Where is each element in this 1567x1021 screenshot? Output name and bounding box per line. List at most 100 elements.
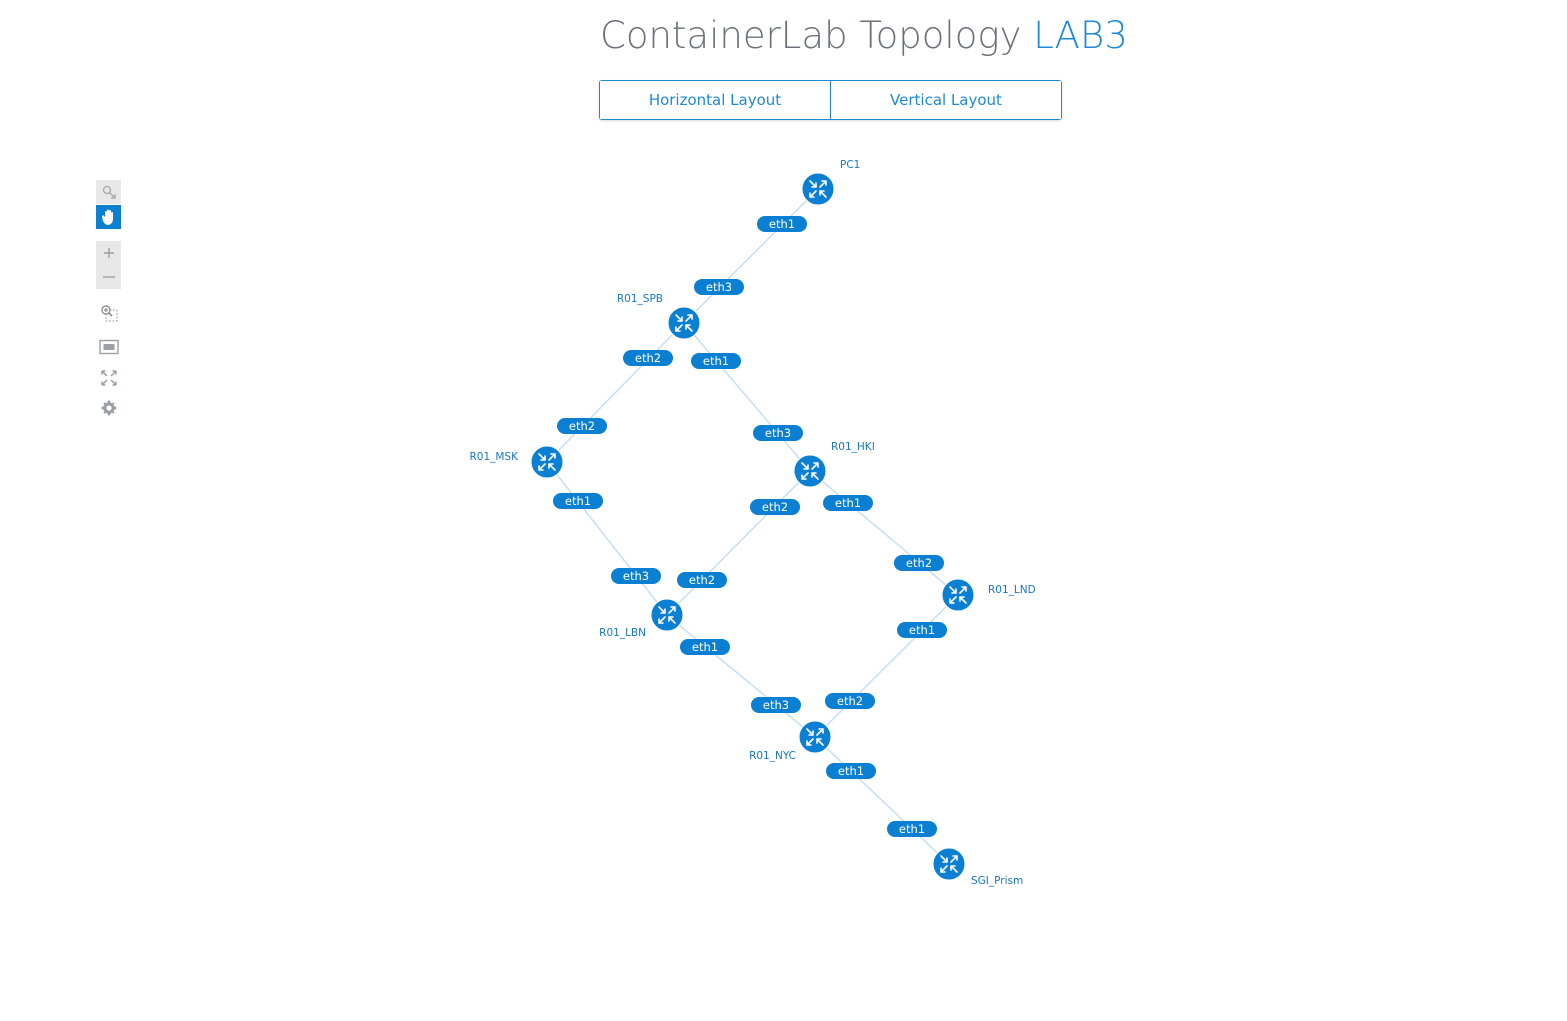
link-r01_lbn-r01_nyc[interactable]: [666, 614, 816, 738]
interface-label-text: eth1: [703, 354, 729, 368]
router-node-circle[interactable]: [667, 306, 701, 340]
interface-label-text: eth1: [909, 623, 935, 637]
node-label-r01_hki: R01_HKI: [831, 441, 875, 453]
interface-label-pill: [757, 216, 807, 232]
interface-label-text: eth1: [835, 496, 861, 510]
interface-label-r01_lbn-eth2: eth2: [677, 572, 727, 588]
interface-label-r01_nyc-eth1: eth1: [826, 763, 876, 779]
link-r01_spb-r01_msk[interactable]: [546, 322, 685, 463]
interface-label-r01_nyc-eth3: eth3: [751, 697, 801, 713]
interface-label-r01_spb-eth3: eth3: [694, 279, 744, 295]
interface-label-pill: [825, 693, 875, 709]
router-node-circle[interactable]: [801, 172, 835, 206]
router-node-circle[interactable]: [793, 454, 827, 488]
router-node-circle[interactable]: [798, 720, 832, 754]
node-label-sgi_prism: SGI_Prism: [971, 875, 1023, 887]
router-node-circle[interactable]: [650, 598, 684, 632]
node-label-r01_lnd: R01_LND: [988, 584, 1036, 596]
interface-label-text: eth2: [762, 500, 788, 514]
node-sgi_prism[interactable]: [932, 847, 966, 881]
fullscreen-icon[interactable]: [96, 366, 121, 390]
interface-label-pill: [623, 350, 673, 366]
interface-label-text: eth3: [763, 698, 789, 712]
interface-label-r01_msk-eth1: eth1: [553, 493, 603, 509]
interface-label-pill: [694, 279, 744, 295]
interface-label-pc1-eth1: eth1: [757, 216, 807, 232]
interface-label-r01_hki-eth2: eth2: [750, 499, 800, 515]
interface-label-text: eth2: [837, 694, 863, 708]
interface-label-pill: [826, 763, 876, 779]
interface-label-sgi_prism-eth1: eth1: [887, 821, 937, 837]
interface-label-r01_spb-eth1: eth1: [691, 353, 741, 369]
interface-label-pill: [750, 499, 800, 515]
interface-label-r01_lnd-eth2: eth2: [894, 555, 944, 571]
router-icon: [809, 180, 827, 198]
interface-label-text: eth2: [689, 573, 715, 587]
router-node-circle[interactable]: [530, 445, 564, 479]
interface-label-r01_hki-eth3: eth3: [753, 425, 803, 441]
interface-label-pill: [823, 495, 873, 511]
router-node-circle[interactable]: [932, 847, 966, 881]
interface-label-text: eth2: [906, 556, 932, 570]
zoom-to-selection-icon[interactable]: [96, 301, 121, 325]
node-pc1[interactable]: [801, 172, 835, 206]
router-icon: [538, 453, 556, 471]
links-layer: [546, 188, 959, 865]
link-r01_hki-r01_lbn[interactable]: [666, 470, 811, 616]
link-r01_hki-r01_lnd[interactable]: [809, 470, 959, 596]
zoom-in-icon[interactable]: [96, 241, 121, 265]
node-r01_lnd[interactable]: [941, 578, 975, 612]
link-pc1-r01_spb[interactable]: [683, 188, 819, 324]
node-label-r01_msk: R01_MSK: [469, 451, 519, 463]
node-r01_hki[interactable]: [793, 454, 827, 488]
interface-label-pill: [611, 568, 661, 584]
router-icon: [940, 855, 958, 873]
interface-label-text: eth3: [706, 280, 732, 294]
horizontal-layout-button[interactable]: Horizontal Layout: [600, 81, 830, 119]
interface-label-r01_nyc-eth2: eth2: [825, 693, 875, 709]
node-r01_lbn[interactable]: [650, 598, 684, 632]
link-r01_nyc-sgi_prism[interactable]: [814, 736, 950, 865]
interface-label-r01_spb-eth2: eth2: [623, 350, 673, 366]
interface-label-text: eth2: [635, 351, 661, 365]
interface-label-r01_lbn-eth1: eth1: [680, 639, 730, 655]
router-icon: [675, 314, 693, 332]
router-node-circle[interactable]: [941, 578, 975, 612]
link-r01_spb-r01_hki[interactable]: [683, 322, 811, 472]
interface-label-r01_msk-eth2: eth2: [557, 418, 607, 434]
link-r01_msk-r01_lbn[interactable]: [546, 461, 668, 616]
pan-tool-icon[interactable]: [96, 205, 121, 229]
interface-label-text: eth1: [838, 764, 864, 778]
layout-button-group: Horizontal Layout Vertical Layout: [599, 80, 1062, 120]
interface-label-text: eth3: [623, 569, 649, 583]
vertical-layout-button[interactable]: Vertical Layout: [830, 81, 1061, 119]
page-title-prefix: ContainerLab Topology: [600, 14, 1022, 57]
interface-label-pill: [680, 639, 730, 655]
node-label-pc1: PC1: [840, 159, 860, 171]
interface-label-r01_hki-eth1: eth1: [823, 495, 873, 511]
node-label-r01_lbn: R01_LBN: [599, 627, 646, 639]
zoom-out-icon[interactable]: [96, 265, 121, 289]
fit-to-screen-icon[interactable]: [96, 335, 121, 359]
node-r01_spb[interactable]: [667, 306, 701, 340]
interface-label-text: eth1: [565, 494, 591, 508]
page-title: ContainerLab Topology LAB3: [600, 14, 1128, 57]
interface-label-pill: [887, 821, 937, 837]
lab-name: LAB3: [1033, 14, 1128, 57]
settings-gear-icon[interactable]: [96, 396, 121, 420]
node-label-r01_spb: R01_SPB: [617, 293, 663, 305]
interface-label-text: eth3: [765, 426, 791, 440]
interface-label-pill: [677, 572, 727, 588]
node-r01_msk[interactable]: [530, 445, 564, 479]
node-r01_nyc[interactable]: [798, 720, 832, 754]
interface-label-pill: [553, 493, 603, 509]
interface-label-text: eth1: [899, 822, 925, 836]
interface-label-pill: [897, 622, 947, 638]
link-r01_lnd-r01_nyc[interactable]: [814, 594, 959, 738]
router-icon: [949, 586, 967, 604]
router-icon: [658, 606, 676, 624]
interface-labels-layer: eth1 eth3 eth2 eth2 eth1 eth3 eth1 eth3 eth2 eth2…: [553, 216, 947, 837]
select-tool-icon[interactable]: [96, 180, 121, 204]
